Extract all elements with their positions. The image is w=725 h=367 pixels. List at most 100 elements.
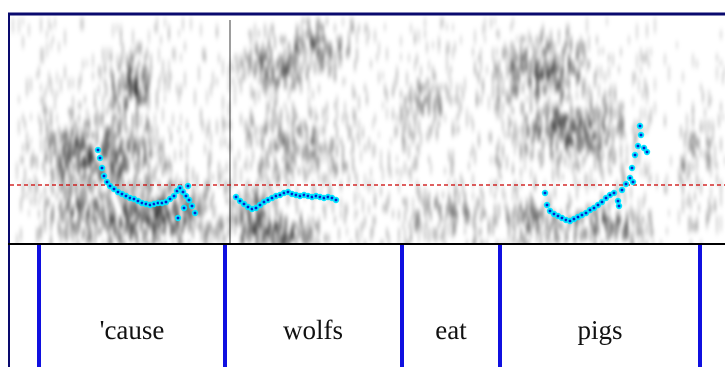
pitch-point-core bbox=[164, 200, 168, 204]
pitch-point-core bbox=[156, 201, 160, 205]
pitch-point-core bbox=[274, 194, 278, 198]
pitch-point-core bbox=[584, 211, 588, 215]
pitch-point-core bbox=[572, 217, 576, 221]
pitch-point-core bbox=[560, 216, 564, 220]
spectrogram-panel bbox=[8, 14, 725, 244]
pitch-point-core bbox=[631, 180, 635, 184]
pitch-point-core bbox=[568, 219, 572, 223]
pitch-point-core bbox=[270, 196, 274, 200]
pitch-point-core bbox=[576, 215, 580, 219]
pitch-point-core bbox=[140, 201, 144, 205]
pitch-point-core bbox=[592, 206, 596, 210]
pitch-point-core bbox=[175, 189, 179, 193]
word-boundary bbox=[37, 245, 41, 367]
pitch-point-core bbox=[187, 198, 191, 202]
pitch-point-core bbox=[100, 166, 104, 170]
pitch-point-core bbox=[160, 201, 164, 205]
pitch-point-core bbox=[310, 195, 314, 199]
pitch-point-core bbox=[132, 197, 136, 201]
pitch-point-core bbox=[543, 191, 547, 195]
pitch-point-core bbox=[250, 207, 254, 211]
word-boundary bbox=[400, 245, 404, 367]
pitch-point-core bbox=[184, 194, 188, 198]
pitch-point-core bbox=[98, 156, 102, 160]
pitch-point-core bbox=[580, 213, 584, 217]
pitch-point-core bbox=[608, 193, 612, 197]
pitch-point-core bbox=[298, 194, 302, 198]
pitch-point-core bbox=[545, 203, 549, 207]
pitch-point-core bbox=[178, 186, 182, 190]
pitch-point-core bbox=[181, 190, 185, 194]
pitch-point-core bbox=[282, 191, 286, 195]
pitch-point-core bbox=[120, 192, 124, 196]
word-boundary bbox=[498, 245, 502, 367]
pitch-point-core bbox=[628, 176, 632, 180]
pitch-point-core bbox=[176, 216, 180, 220]
pitch-point-core bbox=[144, 202, 148, 206]
pitch-point-core bbox=[128, 196, 132, 200]
word-boundary bbox=[698, 245, 702, 367]
pitch-point-core bbox=[278, 193, 282, 197]
word-tier: 'cause wolfs eat pigs bbox=[100, 315, 623, 345]
pitch-point-core bbox=[262, 200, 266, 204]
pitch-point-core bbox=[266, 198, 270, 202]
pitch-point-core bbox=[148, 203, 152, 207]
pitch-point-core bbox=[102, 174, 106, 178]
pitch-point-core bbox=[152, 202, 156, 206]
word-boundaries bbox=[37, 245, 702, 367]
pitch-point-core bbox=[624, 182, 628, 186]
pitch-point-core bbox=[633, 153, 637, 157]
pitch-point-core bbox=[600, 200, 604, 204]
pitch-point-core bbox=[254, 206, 258, 210]
pitch-point-core bbox=[630, 166, 634, 170]
pitch-point-core bbox=[588, 208, 592, 212]
pitch-point-core bbox=[636, 144, 640, 148]
pitch-point-core bbox=[286, 190, 290, 194]
pitch-point-core bbox=[318, 195, 322, 199]
pitch-point-core bbox=[186, 184, 190, 188]
word-label-eat: eat bbox=[435, 315, 467, 345]
pitch-point-core bbox=[258, 203, 262, 207]
word-label-wolfs: wolfs bbox=[283, 315, 343, 345]
pitch-point-core bbox=[96, 148, 100, 152]
pitch-point-core bbox=[642, 146, 646, 150]
word-boundary bbox=[223, 245, 227, 367]
pitch-point-core bbox=[620, 188, 624, 192]
pitch-point-core bbox=[322, 196, 326, 200]
pitch-point-core bbox=[290, 192, 294, 196]
pitch-point-core bbox=[193, 211, 197, 215]
pitch-point-core bbox=[234, 195, 238, 199]
pitch-point-core bbox=[116, 190, 120, 194]
pitch-point-core bbox=[124, 194, 128, 198]
word-label-pigs: pigs bbox=[577, 315, 622, 345]
pitch-point-core bbox=[172, 194, 176, 198]
pitch-point-core bbox=[306, 194, 310, 198]
pitch-point-core bbox=[556, 214, 560, 218]
pitch-point-core bbox=[548, 209, 552, 213]
pitch-point-core bbox=[330, 196, 334, 200]
pitch-point-core bbox=[616, 199, 620, 203]
pitch-point-core bbox=[108, 184, 112, 188]
pitch-contour bbox=[94, 122, 651, 225]
pitch-point-core bbox=[238, 199, 242, 203]
pitch-point-core bbox=[617, 204, 621, 208]
pitch-point-core bbox=[105, 180, 109, 184]
pitch-point-core bbox=[190, 204, 194, 208]
pitch-point-core bbox=[112, 187, 116, 191]
pitch-point-core bbox=[604, 196, 608, 200]
pitch-point-core bbox=[242, 202, 246, 206]
pitch-point-core bbox=[334, 198, 338, 202]
pitch-point-core bbox=[596, 203, 600, 207]
pitch-point-core bbox=[168, 197, 172, 201]
pitch-point-core bbox=[639, 133, 643, 137]
pitch-point-core bbox=[552, 212, 556, 216]
pitch-point-core bbox=[638, 124, 642, 128]
pitch-point-core bbox=[136, 199, 140, 203]
pitch-point-core bbox=[182, 206, 186, 210]
pitch-point-core bbox=[294, 193, 298, 197]
word-label-cause: 'cause bbox=[100, 315, 165, 345]
pitch-point-core bbox=[612, 191, 616, 195]
pitch-point-core bbox=[246, 205, 250, 209]
pitch-point-core bbox=[326, 195, 330, 199]
